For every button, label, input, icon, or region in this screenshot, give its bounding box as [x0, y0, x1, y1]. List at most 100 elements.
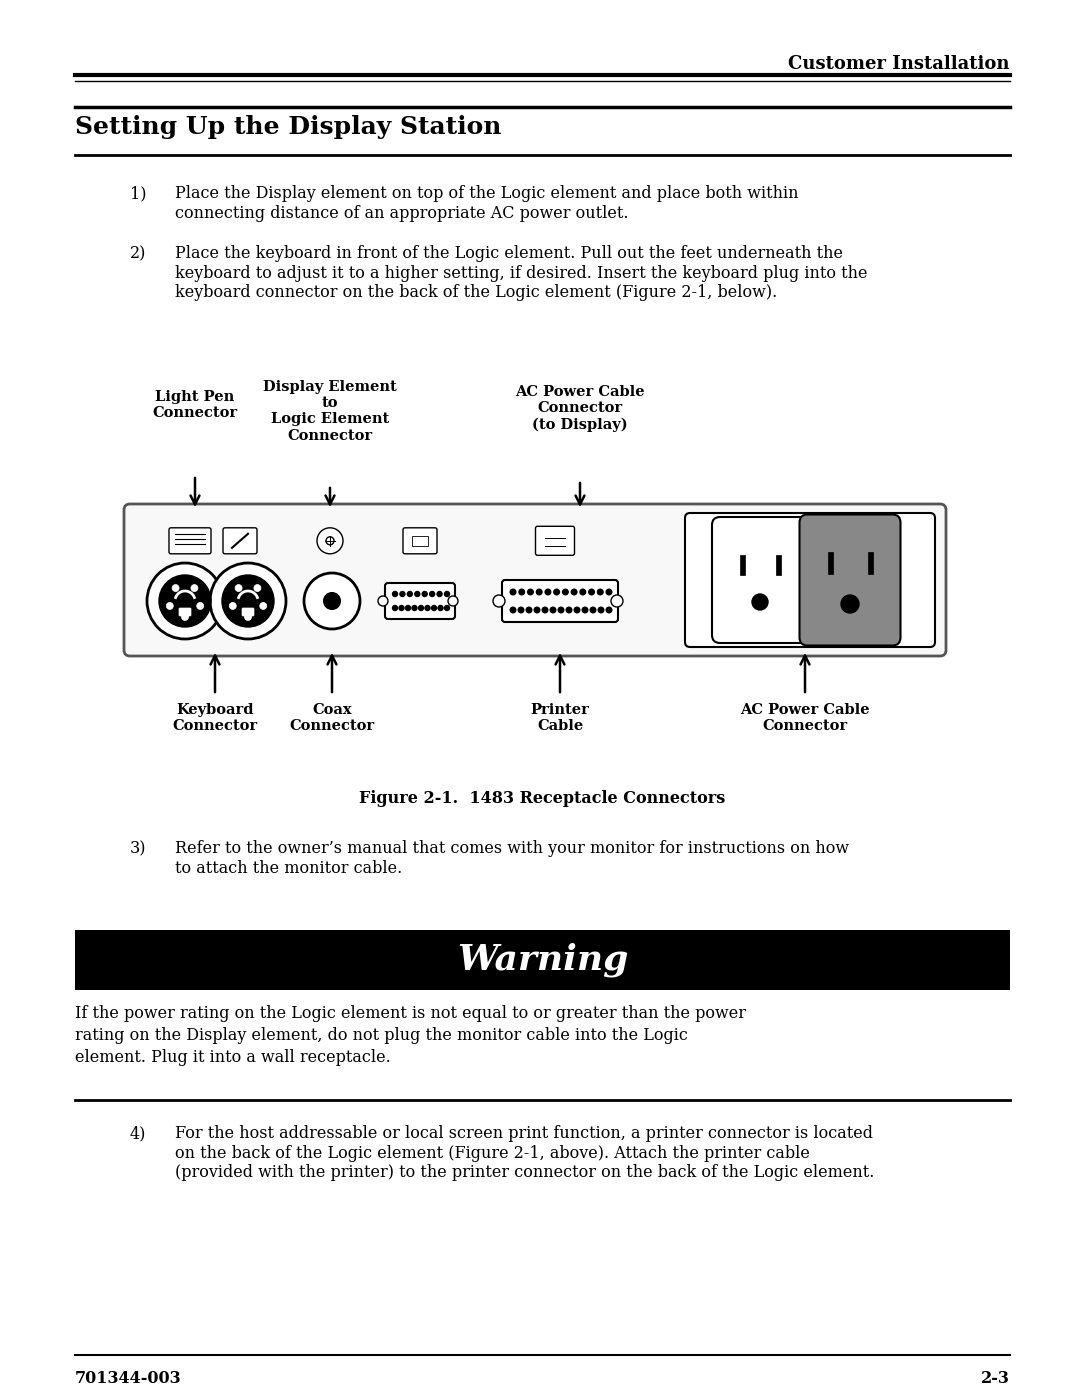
FancyBboxPatch shape	[685, 513, 935, 647]
Circle shape	[400, 591, 405, 597]
Circle shape	[392, 605, 397, 610]
Circle shape	[426, 605, 430, 610]
Circle shape	[392, 591, 397, 597]
Circle shape	[432, 605, 436, 610]
Text: 3): 3)	[130, 840, 147, 856]
Text: Keyboard
Connector: Keyboard Connector	[173, 703, 257, 733]
Circle shape	[526, 608, 531, 613]
Circle shape	[558, 608, 564, 613]
Circle shape	[324, 592, 340, 609]
FancyBboxPatch shape	[502, 580, 618, 622]
Text: 1): 1)	[130, 184, 147, 203]
Circle shape	[405, 605, 410, 610]
Circle shape	[437, 591, 442, 597]
Text: For the host addressable or local screen print function, a printer connector is : For the host addressable or local screen…	[175, 1125, 875, 1182]
Circle shape	[181, 613, 189, 620]
Text: 701344-003: 701344-003	[75, 1370, 181, 1387]
Circle shape	[445, 605, 449, 610]
Circle shape	[606, 590, 611, 595]
Circle shape	[606, 608, 611, 613]
Circle shape	[589, 590, 594, 595]
Text: Refer to the owner’s manual that comes with your monitor for instructions on how: Refer to the owner’s manual that comes w…	[175, 840, 849, 876]
Text: 2-3: 2-3	[981, 1370, 1010, 1387]
Text: element. Plug it into a wall receptacle.: element. Plug it into a wall receptacle.	[75, 1049, 391, 1066]
Circle shape	[535, 608, 540, 613]
Text: AC Power Cable
Connector
(to Display): AC Power Cable Connector (to Display)	[515, 386, 645, 432]
Circle shape	[448, 597, 458, 606]
Circle shape	[430, 591, 434, 597]
Circle shape	[259, 602, 267, 609]
Circle shape	[378, 597, 388, 606]
FancyBboxPatch shape	[222, 528, 257, 553]
Bar	[867, 552, 873, 574]
Circle shape	[550, 608, 556, 613]
Circle shape	[147, 563, 222, 638]
Circle shape	[191, 584, 198, 591]
Circle shape	[210, 563, 286, 638]
Circle shape	[563, 590, 568, 595]
Circle shape	[545, 590, 551, 595]
Circle shape	[575, 608, 580, 613]
Circle shape	[235, 584, 242, 591]
FancyBboxPatch shape	[242, 608, 254, 616]
Text: Figure 2-1.  1483 Receptacle Connectors: Figure 2-1. 1483 Receptacle Connectors	[360, 789, 726, 807]
Circle shape	[445, 591, 449, 597]
Text: Place the Display element on top of the Logic element and place both within
conn: Place the Display element on top of the …	[175, 184, 798, 222]
Circle shape	[510, 608, 516, 613]
Circle shape	[597, 590, 603, 595]
Circle shape	[422, 591, 428, 597]
Circle shape	[244, 613, 252, 620]
FancyBboxPatch shape	[168, 528, 211, 553]
Bar	[75, 930, 1010, 990]
Text: 4): 4)	[130, 1125, 147, 1141]
Circle shape	[415, 591, 420, 597]
Circle shape	[542, 608, 548, 613]
Circle shape	[303, 573, 360, 629]
Bar	[411, 536, 428, 546]
Circle shape	[419, 605, 423, 610]
Text: Coax
Connector: Coax Connector	[289, 703, 375, 733]
Text: Customer Installation: Customer Installation	[788, 54, 1010, 73]
Circle shape	[254, 584, 261, 591]
Circle shape	[571, 590, 577, 595]
Circle shape	[537, 590, 542, 595]
Circle shape	[222, 576, 274, 627]
Circle shape	[318, 528, 343, 553]
Text: AC Power Cable
Connector: AC Power Cable Connector	[740, 703, 869, 733]
Circle shape	[411, 605, 417, 610]
Circle shape	[528, 590, 534, 595]
Circle shape	[841, 595, 859, 613]
Circle shape	[518, 608, 524, 613]
Circle shape	[510, 590, 516, 595]
Circle shape	[229, 602, 237, 609]
Text: Display Element
to
Logic Element
Connector: Display Element to Logic Element Connect…	[264, 380, 396, 443]
Circle shape	[611, 595, 623, 608]
Circle shape	[492, 595, 505, 608]
Circle shape	[598, 608, 604, 613]
Circle shape	[197, 602, 204, 609]
Circle shape	[438, 605, 443, 610]
FancyBboxPatch shape	[536, 527, 575, 555]
Text: 2): 2)	[130, 244, 147, 263]
Text: Light Pen
Connector: Light Pen Connector	[152, 390, 238, 420]
Circle shape	[399, 605, 404, 610]
Circle shape	[172, 584, 179, 591]
Circle shape	[166, 602, 173, 609]
Circle shape	[554, 590, 559, 595]
Circle shape	[518, 590, 525, 595]
Bar	[775, 555, 781, 576]
FancyBboxPatch shape	[124, 504, 946, 657]
FancyBboxPatch shape	[179, 608, 191, 616]
Text: Place the keyboard in front of the Logic element. Pull out the feet underneath t: Place the keyboard in front of the Logic…	[175, 244, 867, 302]
Text: Setting Up the Display Station: Setting Up the Display Station	[75, 115, 501, 138]
Text: Warning: Warning	[457, 943, 629, 978]
Circle shape	[407, 591, 413, 597]
Circle shape	[752, 594, 768, 610]
FancyBboxPatch shape	[799, 514, 901, 645]
Circle shape	[326, 536, 334, 545]
Bar	[827, 552, 833, 574]
Text: Printer
Cable: Printer Cable	[530, 703, 590, 733]
Circle shape	[566, 608, 571, 613]
Bar	[740, 555, 744, 576]
FancyBboxPatch shape	[403, 528, 437, 553]
